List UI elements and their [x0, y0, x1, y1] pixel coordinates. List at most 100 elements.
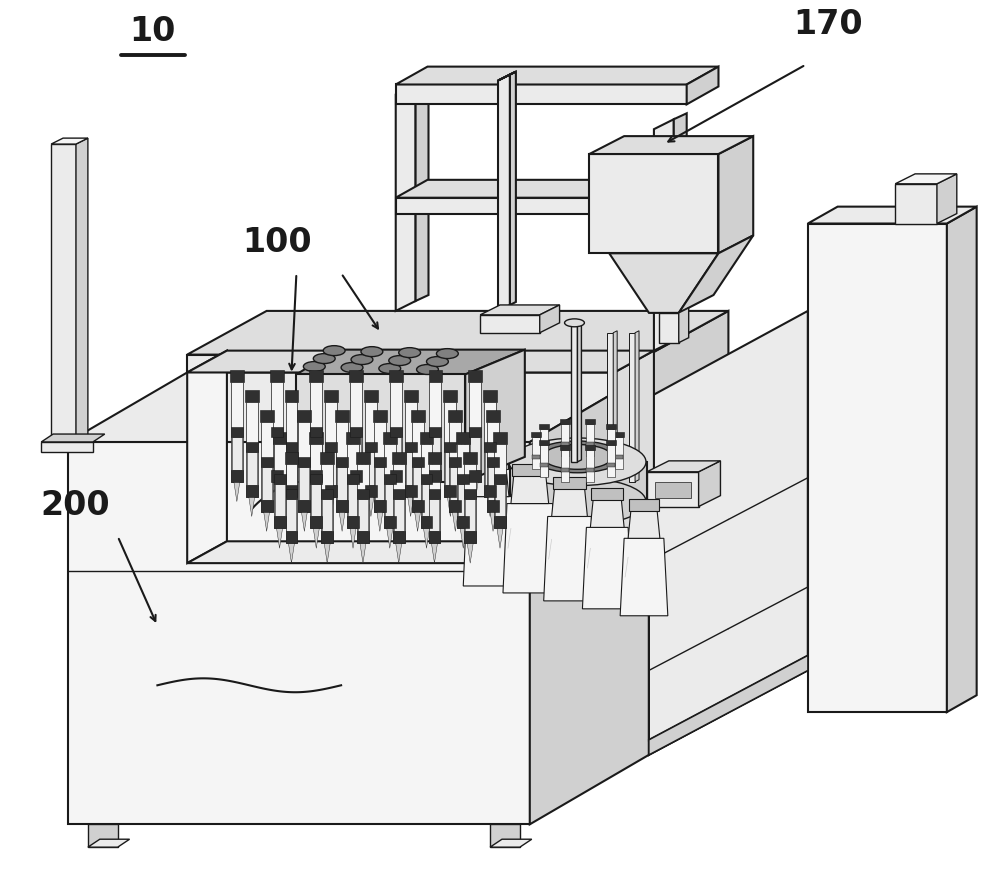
Polygon shape — [659, 314, 679, 343]
Polygon shape — [443, 391, 457, 403]
Polygon shape — [413, 468, 423, 500]
Polygon shape — [249, 497, 255, 517]
Polygon shape — [298, 422, 310, 512]
Polygon shape — [391, 437, 401, 470]
Polygon shape — [494, 517, 506, 528]
Polygon shape — [498, 76, 510, 312]
Polygon shape — [457, 474, 469, 484]
Polygon shape — [614, 433, 624, 437]
Polygon shape — [420, 433, 433, 444]
Polygon shape — [424, 528, 429, 548]
Polygon shape — [325, 485, 337, 497]
Polygon shape — [288, 544, 294, 563]
Polygon shape — [275, 484, 285, 517]
Polygon shape — [480, 306, 560, 315]
Polygon shape — [274, 482, 280, 502]
Polygon shape — [187, 541, 654, 563]
Polygon shape — [396, 85, 416, 312]
Polygon shape — [271, 470, 283, 482]
Polygon shape — [68, 373, 649, 442]
Polygon shape — [274, 517, 286, 528]
Polygon shape — [88, 839, 130, 847]
Polygon shape — [629, 334, 635, 482]
Polygon shape — [390, 383, 402, 482]
Polygon shape — [310, 383, 322, 482]
Polygon shape — [390, 428, 402, 437]
Polygon shape — [298, 457, 310, 468]
Polygon shape — [377, 512, 383, 532]
Polygon shape — [487, 497, 493, 517]
Polygon shape — [360, 544, 366, 563]
Ellipse shape — [543, 445, 612, 470]
Polygon shape — [490, 839, 532, 847]
Polygon shape — [348, 484, 358, 517]
Polygon shape — [336, 457, 348, 468]
Polygon shape — [469, 383, 481, 482]
Polygon shape — [286, 532, 297, 544]
Polygon shape — [421, 474, 432, 484]
Ellipse shape — [533, 441, 622, 474]
Polygon shape — [392, 453, 406, 464]
Polygon shape — [357, 464, 369, 544]
Polygon shape — [614, 351, 654, 563]
Polygon shape — [286, 442, 297, 453]
Polygon shape — [430, 437, 440, 470]
Polygon shape — [467, 544, 473, 563]
Polygon shape — [324, 391, 338, 403]
Polygon shape — [490, 825, 520, 847]
Polygon shape — [396, 79, 429, 96]
Polygon shape — [531, 433, 541, 437]
Polygon shape — [299, 468, 309, 500]
Polygon shape — [470, 437, 480, 470]
Polygon shape — [457, 444, 469, 528]
Polygon shape — [429, 464, 440, 544]
Polygon shape — [301, 512, 307, 532]
Polygon shape — [539, 441, 549, 446]
Polygon shape — [452, 512, 458, 532]
Polygon shape — [286, 464, 297, 544]
Polygon shape — [539, 424, 549, 429]
Polygon shape — [350, 428, 362, 437]
Polygon shape — [274, 474, 286, 484]
Polygon shape — [585, 420, 595, 424]
Polygon shape — [336, 422, 348, 512]
Polygon shape — [449, 457, 461, 468]
Polygon shape — [232, 437, 242, 470]
Polygon shape — [512, 464, 548, 476]
Polygon shape — [310, 474, 322, 484]
Polygon shape — [540, 446, 548, 477]
Polygon shape — [615, 437, 623, 469]
Polygon shape — [41, 442, 93, 453]
Polygon shape — [271, 428, 283, 437]
Polygon shape — [374, 500, 386, 512]
Polygon shape — [51, 145, 76, 442]
Polygon shape — [469, 428, 481, 437]
Polygon shape — [560, 420, 570, 424]
Polygon shape — [231, 383, 243, 482]
Polygon shape — [393, 482, 399, 502]
Polygon shape — [51, 139, 88, 145]
Polygon shape — [649, 656, 808, 755]
Polygon shape — [231, 470, 243, 482]
Polygon shape — [468, 371, 482, 383]
Polygon shape — [607, 334, 613, 492]
Polygon shape — [358, 499, 368, 532]
Polygon shape — [561, 442, 569, 446]
Polygon shape — [298, 500, 310, 512]
Polygon shape — [449, 500, 461, 512]
Polygon shape — [264, 512, 270, 532]
Polygon shape — [187, 351, 227, 563]
Polygon shape — [532, 437, 540, 469]
Polygon shape — [350, 383, 362, 482]
Polygon shape — [494, 474, 506, 484]
Polygon shape — [322, 499, 332, 532]
Polygon shape — [497, 528, 503, 548]
Polygon shape — [606, 441, 616, 446]
Polygon shape — [561, 451, 569, 482]
Polygon shape — [311, 437, 321, 470]
Polygon shape — [415, 512, 421, 532]
Polygon shape — [310, 470, 322, 482]
Polygon shape — [309, 433, 323, 444]
Polygon shape — [628, 509, 660, 539]
Polygon shape — [484, 485, 496, 497]
